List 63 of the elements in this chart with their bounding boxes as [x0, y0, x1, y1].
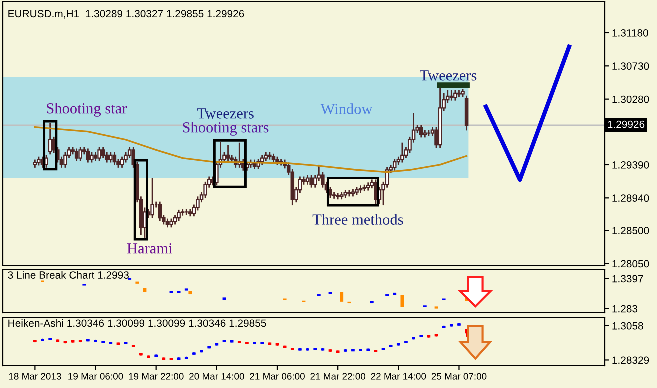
y-tick-label: 1.30730 — [612, 62, 650, 70]
bar — [143, 288, 147, 292]
candlestick — [306, 174, 310, 186]
annotation: Shooting star — [47, 103, 128, 117]
candlestick — [105, 152, 109, 164]
candlestick — [112, 152, 117, 166]
chart-title: Heiken-Ashi 1.30346 1.30099 1.30099 1.30346 1.29855 — [8, 319, 266, 328]
annotation: Three methods — [312, 214, 404, 225]
candlestick — [400, 142, 404, 164]
x-tick-label: 21 Mar 22:00 — [310, 373, 366, 380]
chart-title: 3 Line Break Chart 1.2993 — [8, 271, 129, 279]
x-tick-label: 20 Mar 14:00 — [190, 373, 244, 380]
x-tick-label: 21 Mar 06:00 — [250, 373, 305, 380]
y-tick-label: 1.28050 — [612, 260, 650, 268]
candlestick — [310, 174, 314, 189]
text: EURUSD.m,H1 1.30289 1.30327 1.29855 1.29926 — [8, 10, 244, 19]
bar — [400, 295, 404, 308]
annotation: Tweezers — [197, 108, 254, 119]
bar — [393, 292, 397, 296]
candlestick — [419, 124, 424, 138]
candlestick — [173, 214, 178, 226]
y-tick-label: 1.28500 — [612, 227, 650, 234]
bar — [222, 298, 226, 300]
annotation: Harami — [127, 243, 172, 254]
candlestick — [454, 90, 458, 102]
candlestick — [392, 158, 397, 172]
candlestick — [86, 148, 90, 164]
y-tick-label: 1.28940 — [612, 194, 650, 202]
candlestick — [78, 146, 82, 162]
candlestick — [98, 146, 102, 162]
annotation: Shooting stars — [183, 122, 269, 136]
y-tick-label: 1.28329 — [612, 356, 650, 364]
x-tick-label: 19 Mar 22:00 — [129, 373, 184, 380]
y-tick-label: 1.283 — [612, 305, 638, 313]
candlestick — [120, 156, 124, 169]
band-label: Window — [320, 104, 373, 114]
candlestick — [101, 146, 106, 160]
x-tick-label: 22 Mar 14:00 — [371, 373, 426, 380]
ref-line-label: 1.29926 — [608, 120, 645, 128]
candlestick — [226, 144, 230, 162]
x-tick-label: 25 Mar 07:00 — [432, 373, 487, 380]
x-tick-label: 18 Mar 2013 — [9, 373, 62, 380]
y-tick-label: 1.29390 — [612, 161, 650, 169]
y-tick-label: 1.3058 — [612, 322, 644, 330]
candlestick — [204, 181, 208, 199]
bar — [370, 301, 374, 304]
annotation: Tweezers — [420, 70, 477, 81]
y-tick-label: 1.31180 — [612, 29, 648, 37]
y-tick-label: 1.3397 — [612, 275, 644, 283]
candlestick — [90, 152, 94, 164]
candlestick — [74, 148, 79, 162]
candlestick — [177, 209, 181, 222]
bar — [340, 292, 344, 302]
candlestick — [158, 201, 162, 222]
candlestick — [48, 122, 52, 156]
x-tick-label: 19 Mar 06:00 — [68, 373, 124, 380]
y-tick-label: 1.30280 — [612, 96, 650, 104]
candlestick — [109, 152, 113, 164]
candlestick — [64, 152, 68, 169]
candlestick — [450, 90, 454, 102]
candlestick — [150, 178, 154, 219]
candlestick — [132, 146, 136, 169]
bar — [188, 291, 192, 295]
